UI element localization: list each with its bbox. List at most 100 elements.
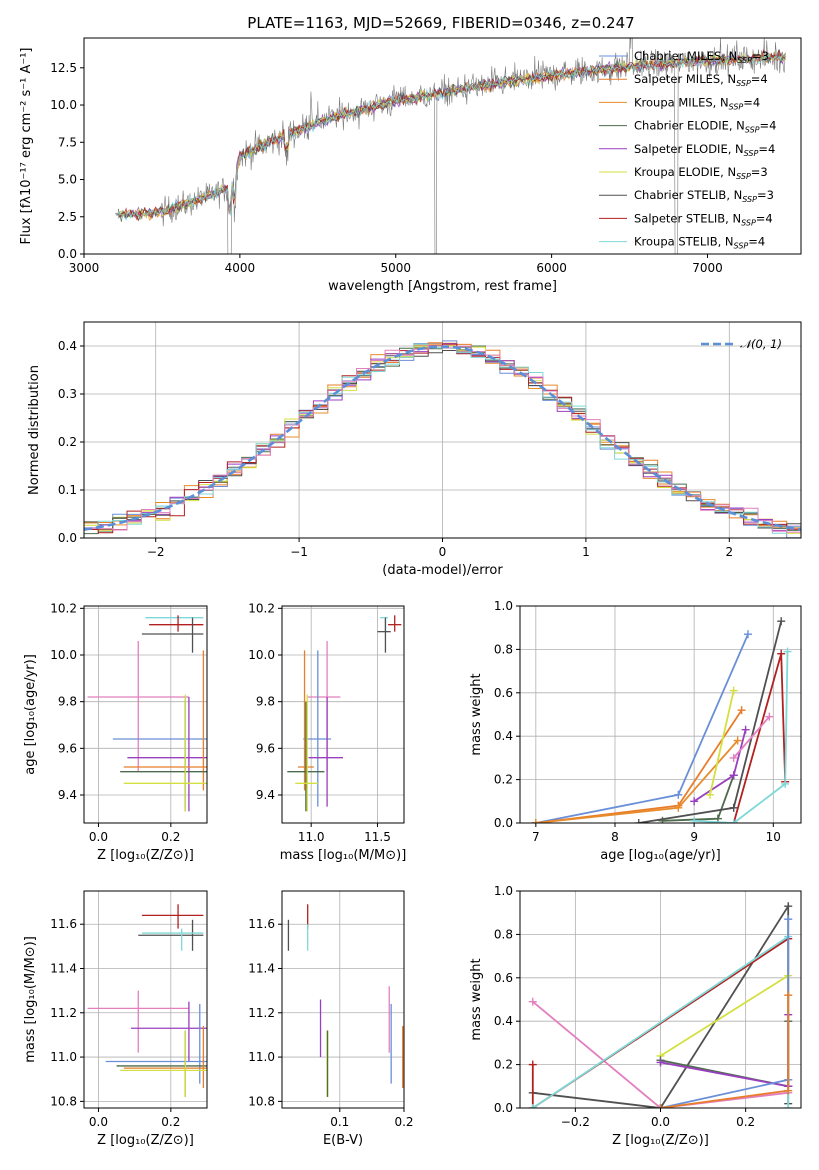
errorbar-point bbox=[303, 650, 332, 807]
errorbar-point bbox=[123, 650, 207, 791]
mass-vs-z-ytick-label: 11.4 bbox=[50, 962, 77, 976]
mass-vs-ebv-ytick-label: 11.6 bbox=[248, 917, 275, 931]
weight-marker bbox=[705, 790, 714, 799]
spectrum-ytick-label: 2.5 bbox=[58, 210, 77, 224]
weight-vs-age-ytick-label: 0.8 bbox=[494, 642, 513, 656]
weight-marker bbox=[784, 1104, 793, 1108]
spectrum-frame bbox=[83, 37, 802, 255]
weight-marker bbox=[656, 1104, 665, 1108]
weight-line bbox=[694, 651, 789, 823]
residuals-xtick-label: 0 bbox=[439, 545, 447, 559]
errorbar-point bbox=[287, 701, 325, 812]
age-vs-z-ytick-label: 9.6 bbox=[58, 741, 77, 755]
weight-vs-age-xtick-label: 8 bbox=[611, 830, 619, 844]
age-vs-mass-axes: 11.0 11.5 9.4 9.6 9.8 10.0 10.2 mass [log₁₀(M/M… bbox=[248, 601, 406, 863]
weight-vs-age-ytick-label: 0.6 bbox=[494, 686, 513, 700]
mass-vs-z-ytick-label: 11.6 bbox=[50, 917, 77, 931]
residuals-ytick-label: 0.2 bbox=[58, 435, 77, 449]
spectrum-ytick-label: 10.0 bbox=[50, 98, 77, 112]
age-vs-mass-ytick-label: 9.6 bbox=[256, 741, 275, 755]
weight-vs-z-xtick-label: 0.0 bbox=[651, 1115, 670, 1129]
weight-marker bbox=[777, 617, 786, 626]
residuals-ytick-label: 0.3 bbox=[58, 387, 77, 401]
errorbar-point bbox=[123, 694, 207, 812]
weight-marker bbox=[690, 816, 699, 823]
weight-vs-age-ytick-label: 1.0 bbox=[494, 599, 513, 613]
mass-vs-ebv-frame bbox=[281, 890, 405, 1109]
weight-marker bbox=[781, 779, 790, 788]
legend-entry: Chabrier MILES, NSSP=3 bbox=[634, 49, 769, 65]
spectrum-ylabel: Flux [fλ10⁻¹⁷ erg cm⁻² s⁻¹ A⁻¹] bbox=[19, 48, 34, 245]
errorbar-point bbox=[87, 641, 189, 772]
weight-marker bbox=[674, 790, 683, 799]
weight-vs-z-ytick-label: 0.4 bbox=[494, 1014, 513, 1028]
weight-vs-age-plot bbox=[531, 617, 792, 823]
weight-marker bbox=[729, 819, 738, 823]
age-vs-z-ylabel: age [log₁₀(age/yr)] bbox=[23, 654, 38, 775]
mass-vs-z-ytick-label: 11.2 bbox=[50, 1006, 77, 1020]
mass-vs-z-frame bbox=[83, 890, 208, 1109]
residuals-xtick-label: −1 bbox=[290, 545, 308, 559]
normal-curve bbox=[84, 345, 801, 531]
age-vs-z-ytick-label: 9.4 bbox=[58, 788, 77, 802]
residuals-xlabel: (data-model)/error bbox=[382, 563, 503, 578]
residuals-xtick-label: 2 bbox=[725, 545, 733, 559]
age-vs-z-axes: 0.0 0.2 9.4 9.6 9.8 10.0 10.2 Z [log₁₀(Z/Z⊙)] ag… bbox=[23, 601, 208, 863]
weight-marker bbox=[784, 991, 793, 1000]
errorbar-point bbox=[141, 904, 204, 929]
mass-vs-ebv-plot bbox=[287, 904, 404, 1097]
spectrum-ytick-label: 7.5 bbox=[58, 135, 77, 149]
mass-vs-z-xtick-label: 0.2 bbox=[161, 1115, 180, 1129]
age-vs-mass-xlabel: mass [log₁₀(M/M⊙)] bbox=[280, 848, 407, 863]
mass-vs-ebv-ytick-label: 10.8 bbox=[248, 1094, 275, 1108]
weight-marker bbox=[733, 736, 742, 745]
weight-marker bbox=[658, 816, 667, 823]
weight-marker bbox=[528, 1060, 537, 1069]
weight-marker bbox=[690, 797, 699, 806]
weight-vs-age-ytick-label: 0.2 bbox=[494, 773, 513, 787]
legend-entry: Kroupa STELIB, NSSP=4 bbox=[634, 235, 765, 251]
age-vs-mass-ytick-label: 10.0 bbox=[248, 648, 275, 662]
age-vs-z-ytick-label: 9.8 bbox=[58, 695, 77, 709]
legend-entry: Salpeter MILES, NSSP=4 bbox=[634, 72, 768, 88]
errorbar-point bbox=[138, 919, 204, 951]
weight-vs-z-xtick-label: −0.2 bbox=[561, 1115, 590, 1129]
spectrum-xtick-label: 3000 bbox=[69, 261, 100, 275]
spectrum-title: PLATE=1163, MJD=52669, FIBERID=0346, z=0… bbox=[247, 14, 634, 32]
weight-marker bbox=[729, 753, 738, 762]
mass-vs-ebv-ytick-label: 11.0 bbox=[248, 1050, 275, 1064]
errorbar-point bbox=[87, 990, 189, 1053]
spectrum-ytick-label: 0.0 bbox=[58, 247, 77, 261]
errorbar-point bbox=[120, 1030, 207, 1097]
weight-marker bbox=[528, 1104, 537, 1108]
errorbar-point bbox=[308, 697, 343, 807]
spectrum-ytick-label: 12.5 bbox=[50, 61, 77, 75]
age-vs-z-frame bbox=[83, 605, 208, 824]
mass-vs-z-axes: 0.0 0.2 10.8 11.0 11.2 11.4 11.6 Z [log₁₀(Z/Z⊙)… bbox=[23, 890, 208, 1148]
residuals-xtick-label: 1 bbox=[582, 545, 590, 559]
weight-marker bbox=[729, 686, 738, 695]
spectrum-xtick-label: 5000 bbox=[380, 261, 411, 275]
age-vs-mass-xtick-label: 11.5 bbox=[364, 830, 391, 844]
weight-line bbox=[709, 690, 735, 795]
mass-vs-ebv-axes: 0.1 0.2 10.8 11.0 11.2 11.4 11.6 E(B-V) bbox=[248, 890, 414, 1148]
age-vs-mass-xtick-label: 11.0 bbox=[298, 830, 325, 844]
normal-legend-entry: 𝒩(0, 1) bbox=[740, 337, 782, 351]
legend-entry: Chabrier STELIB, NSSP=3 bbox=[634, 188, 774, 204]
age-vs-z-ytick-label: 10.2 bbox=[50, 601, 77, 615]
weight-marker bbox=[528, 997, 537, 1006]
mass-vs-ebv-xtick-label: 0.2 bbox=[394, 1115, 413, 1129]
weight-line bbox=[532, 1001, 789, 1108]
weight-vs-z-axes: −0.2 0.0 0.2 0.0 0.2 0.4 0.6 0.8 1.0 Z [log₁₀(Z/Z… bbox=[469, 884, 802, 1148]
mass-vs-z-ylabel: mass [log₁₀(M/M⊙)] bbox=[23, 936, 38, 1063]
weight-vs-z-ytick-label: 0.0 bbox=[494, 1101, 513, 1115]
spectrum-axes: 3000 4000 5000 6000 7000 0.0 2.5 5.0 7.5 10.0 12.5… bbox=[19, 37, 802, 294]
errorbar-point bbox=[295, 694, 318, 812]
age-vs-z-xtick-label: 0.2 bbox=[161, 830, 180, 844]
weight-vs-z-ytick-label: 1.0 bbox=[494, 884, 513, 898]
mass-vs-ebv-xtick-label: 0.1 bbox=[330, 1115, 349, 1129]
residuals-ylabel: Normed distribution bbox=[27, 365, 42, 495]
weight-vs-age-xtick-label: 7 bbox=[532, 830, 540, 844]
